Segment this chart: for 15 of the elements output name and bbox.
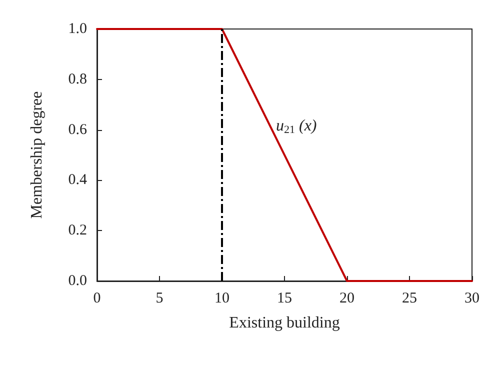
y-tick-label: 0.6 bbox=[68, 122, 88, 138]
y-tick-label: 0.8 bbox=[68, 71, 87, 88]
x-tick-label: 20 bbox=[340, 290, 354, 306]
y-tick-label: 1.0 bbox=[68, 21, 87, 37]
x-tick-label: 15 bbox=[277, 290, 292, 306]
x-tick-label: 5 bbox=[156, 290, 164, 306]
x-tick-label: 0 bbox=[93, 290, 101, 306]
y-tick-label: 0.0 bbox=[68, 273, 87, 289]
y-tick-label: 0.2 bbox=[68, 222, 87, 239]
y-axis-title: Membership degree bbox=[28, 91, 46, 219]
y-tick-label: 0.4 bbox=[68, 172, 88, 188]
x-tick-label: 10 bbox=[214, 290, 230, 306]
x-tick-label: 25 bbox=[402, 290, 417, 306]
x-tick-label: 30 bbox=[464, 290, 480, 306]
x-axis-title: Existing building bbox=[229, 314, 340, 332]
